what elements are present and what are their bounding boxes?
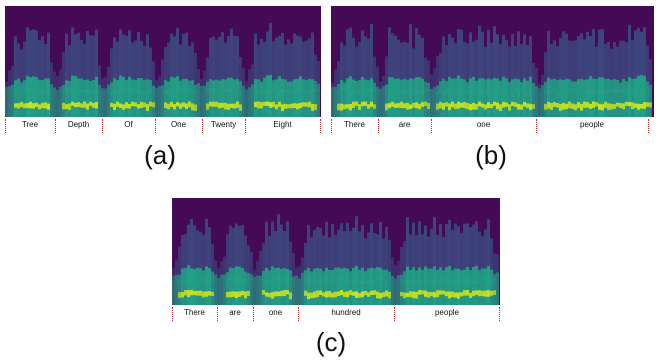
word-boundary xyxy=(536,119,537,133)
word-boundary xyxy=(648,119,649,133)
word-label: are xyxy=(398,120,411,129)
word-label: There xyxy=(184,308,205,317)
word-boundary xyxy=(394,307,395,321)
caption-a: (a) xyxy=(144,140,176,170)
word-label: Twenty xyxy=(210,120,237,129)
word-boundary xyxy=(102,119,103,133)
caption-c: (c) xyxy=(315,327,347,357)
word-boundary xyxy=(5,119,6,133)
word-row-c: There are one hundred people xyxy=(172,307,500,321)
spectrogram-c-image xyxy=(172,198,500,305)
spectrogram-a xyxy=(5,6,321,117)
word-label: one xyxy=(268,308,283,317)
word-label: Of xyxy=(124,120,133,129)
caption-b: (b) xyxy=(475,140,507,170)
word-boundary xyxy=(55,119,56,133)
word-boundary xyxy=(172,307,173,321)
word-row-a: Tree Depth Of One Twenty Eight xyxy=(5,119,321,133)
word-boundary xyxy=(431,119,432,133)
word-boundary xyxy=(245,119,246,133)
word-boundary xyxy=(217,307,218,321)
word-label: people xyxy=(579,120,605,129)
word-boundary xyxy=(499,307,500,321)
word-label: One xyxy=(170,120,187,129)
word-boundary xyxy=(331,119,332,133)
word-boundary xyxy=(298,307,299,321)
word-label: are xyxy=(229,308,241,317)
word-row-b: There are one people xyxy=(331,119,654,133)
word-label: Tree xyxy=(21,120,39,129)
word-label: There xyxy=(344,120,365,129)
word-label: one xyxy=(476,120,491,129)
word-boundary xyxy=(378,119,379,133)
word-boundary xyxy=(253,307,254,321)
word-boundary xyxy=(155,119,156,133)
word-boundary xyxy=(320,119,321,133)
spectrogram-b-image xyxy=(331,6,654,117)
spectrogram-c xyxy=(172,198,500,305)
word-label: hundred xyxy=(331,308,361,317)
word-label: people xyxy=(434,308,460,317)
word-label: Depth xyxy=(67,120,90,129)
spectrogram-b xyxy=(331,6,654,117)
spectrogram-a-image xyxy=(5,6,321,117)
word-label: Eight xyxy=(273,120,292,129)
word-boundary xyxy=(202,119,203,133)
